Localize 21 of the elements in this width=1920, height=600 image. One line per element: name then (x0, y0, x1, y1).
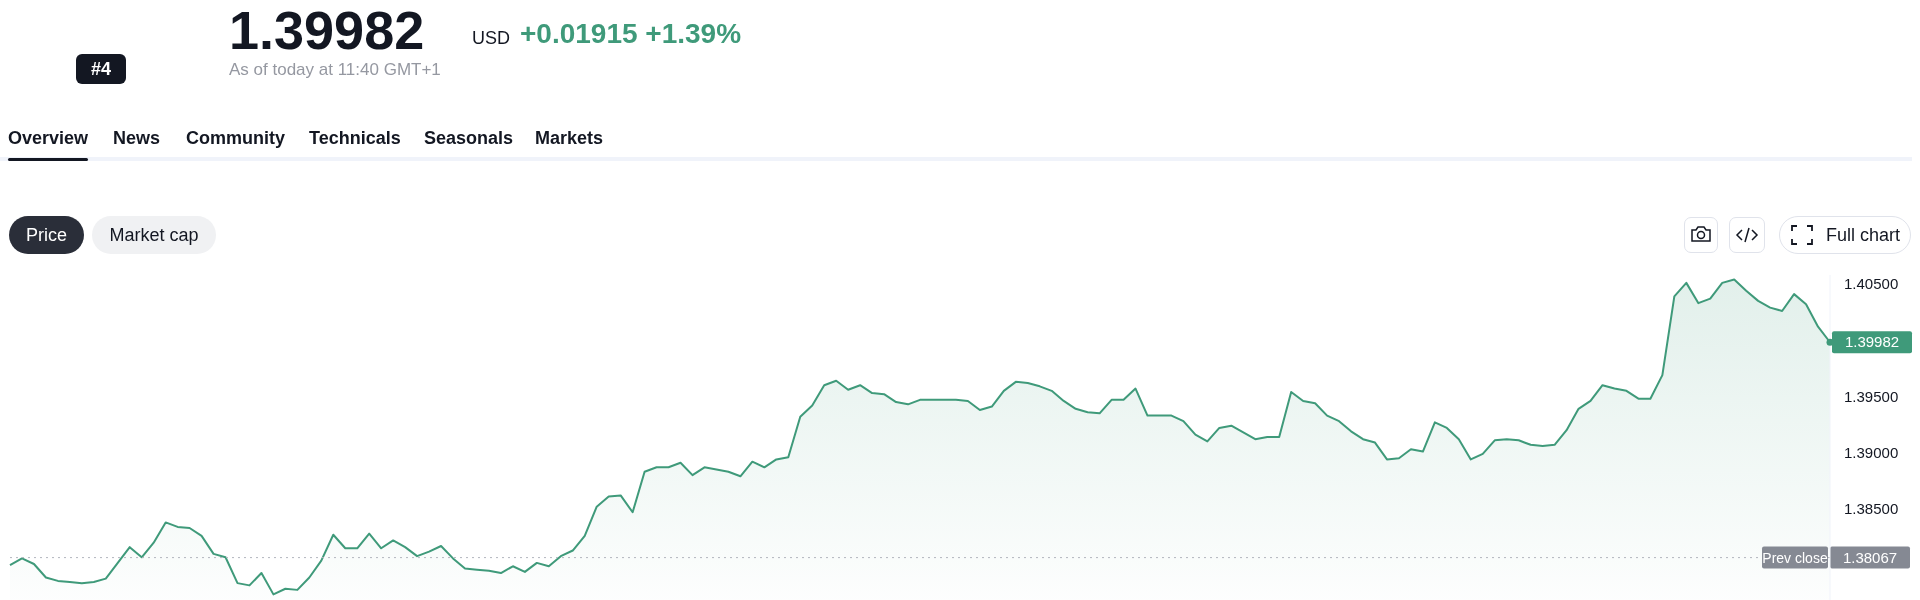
text: 1.38067 (1842, 548, 1898, 566)
text: Overview (8, 128, 89, 148)
text: Seasonals (424, 128, 514, 148)
text: #4 (90, 58, 112, 80)
text: +0.01915 +1.39% (520, 18, 742, 49)
text: Price (25, 224, 67, 246)
text: Community (186, 128, 285, 148)
y-tick-label: 1.40500 (1844, 275, 1899, 293)
text: Markets (535, 128, 604, 148)
text: Full chart (1826, 224, 1901, 246)
y-tick-label: 1.38500 (1844, 500, 1899, 518)
y-tick-label: 1.39500 (1844, 387, 1899, 405)
chart-subtitle: As of today at 11:40 GMT+1 (229, 60, 441, 79)
text: 1.39982 (1844, 333, 1900, 351)
ref-line-label: Prev close (1762, 549, 1828, 566)
text: USD (472, 28, 511, 48)
text: News (113, 128, 161, 148)
y-tick-label: 1.39000 (1844, 444, 1899, 462)
text: 1.39982 (229, 0, 425, 60)
text: Market cap (109, 224, 199, 246)
text: Technicals (309, 128, 401, 148)
